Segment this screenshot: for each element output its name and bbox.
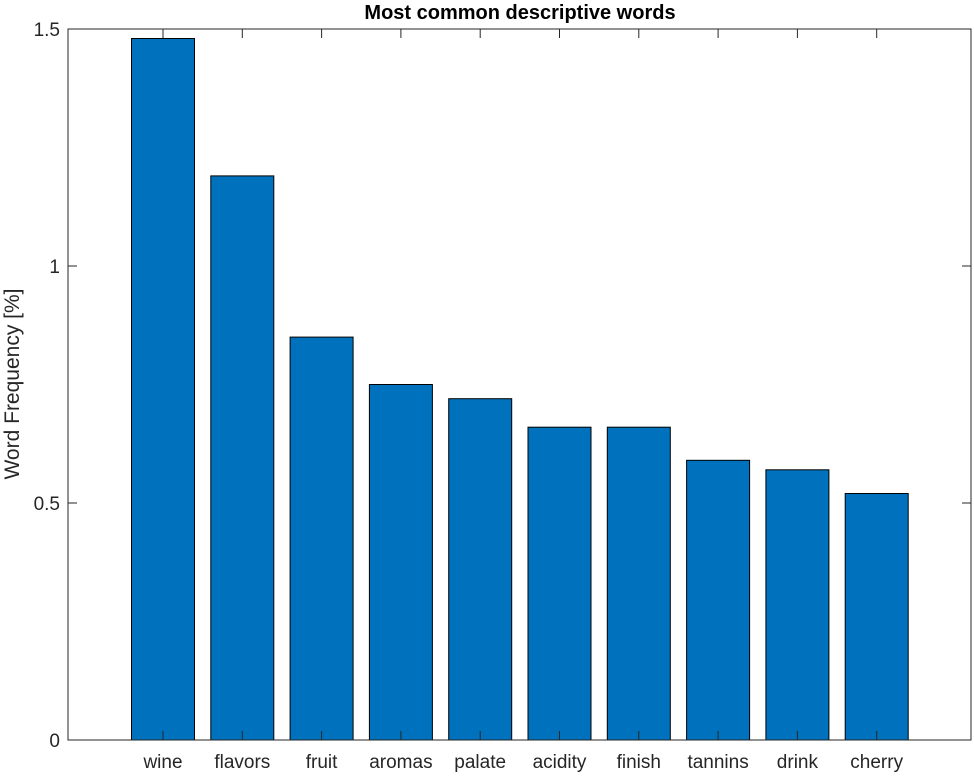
x-tick-label-drink: drink <box>777 752 819 773</box>
ticks-group: 0 0.5 1 1.5 wine flavors fruit aromas palate acid… <box>34 20 971 773</box>
bar-tannins <box>686 459 751 741</box>
x-tick-label-flavors: flavors <box>214 752 270 773</box>
bar-palate <box>448 398 513 741</box>
y-axis-label: Word Frequency [%] <box>1 288 24 479</box>
x-tick-label-tannins: tannins <box>687 752 748 773</box>
x-tick-label-cherry: cherry <box>850 752 903 773</box>
bar-flavors <box>210 175 275 741</box>
y-tick-label: 0 <box>49 731 60 752</box>
x-tick-label-acidity: acidity <box>533 752 587 773</box>
x-tick-label-wine: wine <box>142 752 182 773</box>
x-tick-label-finish: finish <box>617 752 661 773</box>
x-tick-label-aromas: aromas <box>369 752 432 773</box>
axes-group <box>67 28 972 741</box>
bar-wine <box>131 38 195 741</box>
bar-finish <box>606 426 671 741</box>
x-tick-label-fruit: fruit <box>306 752 338 773</box>
bar-aromas <box>368 384 433 741</box>
y-tick-label: 0.5 <box>34 494 60 515</box>
y-tick-label: 1 <box>49 257 60 278</box>
bar-fruit <box>289 336 354 741</box>
bars-group <box>131 38 909 741</box>
bar-drink <box>765 469 830 741</box>
plot-frame <box>67 28 972 741</box>
y-tick-label: 1.5 <box>34 20 60 41</box>
x-tick-label-palate: palate <box>454 752 506 773</box>
bar-acidity <box>527 426 592 741</box>
chart-title: Most common descriptive words <box>364 2 675 24</box>
bar-cherry <box>844 493 909 741</box>
